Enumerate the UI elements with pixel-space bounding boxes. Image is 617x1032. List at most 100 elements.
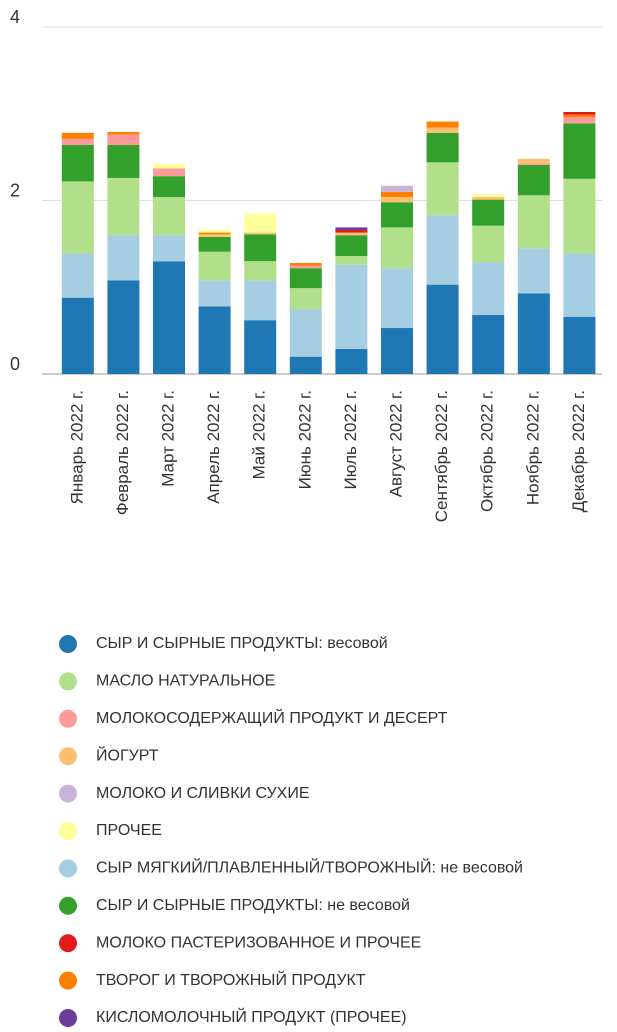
bar-segment (244, 261, 277, 281)
bar-segment (289, 265, 322, 269)
bar-segment (472, 194, 505, 198)
bar-segment (198, 236, 231, 252)
bar-segment (244, 280, 277, 321)
bar-segment (289, 268, 322, 289)
bar-segment (107, 134, 140, 145)
bar-segment (335, 348, 368, 374)
y-tick-label: 2 (10, 181, 20, 201)
bar-segment (61, 297, 94, 374)
bar-segment (426, 121, 459, 128)
bar-segment (563, 178, 596, 254)
bar-segment (517, 293, 550, 374)
bar-segment (517, 248, 550, 294)
bar-segment (426, 284, 459, 374)
bar-segment (381, 191, 413, 198)
bar-segment (563, 253, 596, 317)
legend-marker (59, 859, 77, 878)
bar-segment (61, 181, 94, 254)
bar-segment (335, 227, 368, 230)
legend-label: МОЛОКОСОДЕРЖАЩИЙ ПРОДУКТ И ДЕСЕРТ (96, 708, 448, 727)
legend-label: ТВОРОГ И ТВОРОЖНЫЙ ПРОДУКТ (96, 970, 366, 989)
bar-segment (472, 315, 505, 374)
bar-segment (563, 114, 596, 118)
legend-marker (59, 784, 77, 803)
bar-segment (335, 232, 368, 236)
bar-segment (289, 288, 322, 309)
bar-segment (153, 164, 185, 169)
bar-segment (517, 158, 550, 164)
bar-segment (61, 144, 94, 182)
bar-segment (153, 235, 185, 262)
x-tick-label: Август 2022 г. (386, 390, 405, 497)
x-tick-label: Июнь 2022 г. (295, 390, 314, 489)
legend-label: СЫР И СЫРНЫЕ ПРОДУКТЫ: не весовой (96, 897, 410, 914)
bar-segment (61, 253, 94, 298)
x-tick-label: Март 2022 г. (158, 390, 177, 487)
bar-segment (153, 176, 185, 198)
bar-segment (335, 229, 368, 233)
bar-segment (472, 262, 505, 316)
bar-segment (107, 280, 140, 374)
bar-segment (244, 213, 277, 233)
bar-segment (381, 202, 413, 228)
bar-segment (563, 316, 596, 374)
bar-segment (472, 225, 505, 263)
x-tick-label: Октябрь 2022 г. (478, 390, 497, 512)
bar-segment (198, 229, 231, 233)
bar-segment (517, 164, 550, 196)
bar-segment (472, 199, 505, 226)
legend-marker (59, 934, 77, 953)
bar-segment (517, 163, 550, 165)
bar-segment (153, 261, 185, 374)
legend-marker (59, 747, 77, 766)
bar-segment (61, 132, 94, 139)
bar-segment (563, 123, 596, 179)
legend-label: МОЛОКО И СЛИВКИ СУХИЕ (96, 785, 310, 802)
bar-segment (426, 215, 459, 285)
legend-label: СЫР МЯГКИЙ/ПЛАВЛЕННЫЙ/ТВОРОЖНЫЙ: не весо… (96, 858, 523, 877)
bar-segment (153, 197, 185, 236)
legend-label: СЫР И СЫРНЫЕ ПРОДУКТЫ: весовой (96, 635, 388, 652)
x-tick-label: Февраль 2022 г. (113, 390, 132, 515)
bar-segment (426, 162, 459, 216)
legend-label: ПРОЧЕЕ (96, 822, 162, 839)
bar-segment (381, 185, 413, 192)
bar-segment (289, 356, 322, 374)
bar-segment (107, 131, 140, 135)
x-tick-label: Май 2022 г. (250, 390, 269, 479)
bar-segment (289, 262, 322, 266)
bar-segment (107, 177, 140, 236)
y-tick-label: 4 (10, 7, 20, 27)
x-tick-label: Сентябрь 2022 г. (432, 390, 451, 522)
legend-label: МОЛОКО ПАСТЕРИЗОВАННОЕ И ПРОЧЕЕ (96, 934, 421, 951)
legend-marker (59, 971, 77, 990)
bar-segment (107, 144, 140, 178)
bar-segment (107, 235, 140, 281)
bar-segment (335, 256, 368, 265)
x-tick-label: Апрель 2022 г. (204, 390, 223, 504)
bar-segment (381, 227, 413, 269)
x-tick-label: Январь 2022 г. (67, 390, 86, 504)
x-tick-label: Декабрь 2022 г. (569, 390, 588, 512)
bar-segment (381, 268, 413, 329)
bar-segment (198, 232, 231, 235)
legend-marker (59, 709, 77, 728)
x-tick-label: Июль 2022 г. (341, 390, 360, 490)
bar-segment (517, 195, 550, 249)
legend-marker (59, 672, 77, 691)
bar-segment (563, 117, 596, 124)
bar-segment (563, 112, 596, 115)
bar-segment (381, 197, 413, 203)
bar-segment (198, 280, 231, 307)
bar-segment (426, 132, 459, 163)
bar-segment (472, 197, 505, 200)
bar-segment (244, 320, 277, 374)
bar-segment (153, 168, 185, 177)
legend-marker (59, 635, 77, 653)
bar-segment (335, 264, 368, 349)
legend-marker (59, 896, 77, 915)
bar-segment (244, 232, 277, 235)
legend-label: МАСЛО НАТУРАЛЬНОЕ (96, 673, 275, 690)
bar-segment (198, 234, 231, 237)
bar-segment (381, 328, 413, 374)
